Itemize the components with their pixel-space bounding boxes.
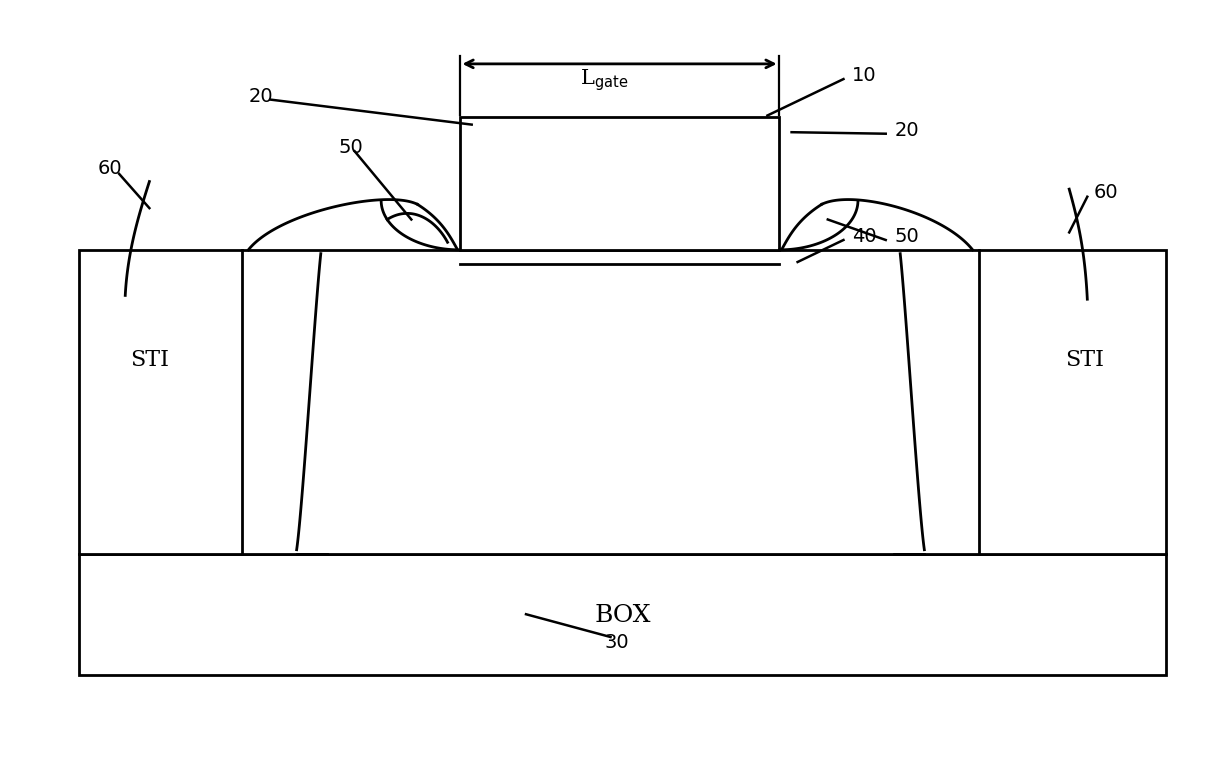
Text: 10: 10 xyxy=(852,66,877,85)
Bar xyxy=(79,553,1166,675)
Text: L$_{\rm gate}$: L$_{\rm gate}$ xyxy=(580,68,629,94)
Bar xyxy=(459,117,779,250)
Text: STI: STI xyxy=(1066,349,1105,371)
Text: 40: 40 xyxy=(852,226,877,246)
Text: 60: 60 xyxy=(1093,183,1118,203)
Text: BOX: BOX xyxy=(595,604,651,627)
Text: 50: 50 xyxy=(894,226,919,246)
Text: 50: 50 xyxy=(338,138,364,157)
Text: 20: 20 xyxy=(894,121,918,140)
Text: 60: 60 xyxy=(98,159,122,178)
Text: 30: 30 xyxy=(604,633,629,652)
Text: STI: STI xyxy=(129,349,168,371)
Text: 20: 20 xyxy=(248,87,272,106)
Bar xyxy=(79,250,1166,553)
